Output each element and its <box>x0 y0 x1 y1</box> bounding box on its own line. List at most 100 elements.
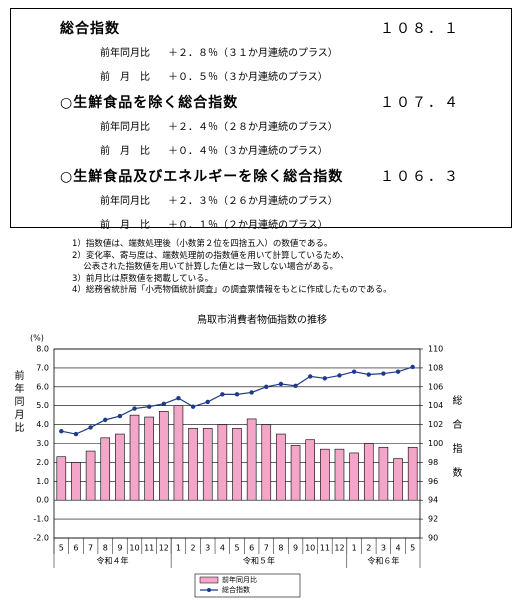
legend-label: 総合指数 <box>222 585 250 594</box>
summary-box <box>10 8 512 228</box>
line-marker <box>395 369 401 374</box>
y2-tick-label: 100 <box>428 439 443 448</box>
y-tick-label: -2.0 <box>33 534 49 543</box>
line-marker <box>278 381 284 387</box>
x-tick-label: 3 <box>381 544 386 553</box>
bar <box>290 445 301 501</box>
x-tick-label: 4 <box>395 544 400 553</box>
bar <box>159 411 169 501</box>
x-tick-label: 9 <box>117 544 122 553</box>
y-tick-label: 5.0 <box>36 401 49 410</box>
note: 3）前月比は原数値を掲載している。 <box>72 273 214 284</box>
bar <box>320 448 330 501</box>
bar <box>202 428 213 501</box>
y2-tick-label: 102 <box>428 420 443 429</box>
y-tick-label: 0.0 <box>36 496 49 505</box>
bar <box>85 450 96 501</box>
line-marker <box>88 425 93 430</box>
row-text: ＋０．４％（３か月連続のプラス） <box>168 146 328 157</box>
y-tick-label: -1.0 <box>33 515 49 524</box>
line-marker <box>59 429 64 434</box>
line-marker <box>381 371 386 376</box>
row-text: ＋０．１％（２か月連続のプラス） <box>168 220 328 231</box>
x-tick-label: 2 <box>366 544 371 553</box>
legend-box <box>194 573 301 598</box>
bar <box>246 418 257 501</box>
y2-tick-label: 92 <box>428 515 438 524</box>
row-text: ＋２．４％（２８か月連続のプラス） <box>168 122 338 133</box>
x-tick-label: 1 <box>352 544 357 553</box>
summary-value: １０７．４ <box>380 95 460 111</box>
line-marker <box>73 431 79 437</box>
x-tick-label: 8 <box>278 544 283 553</box>
y2-tick-label: 106 <box>428 382 443 391</box>
bar <box>56 456 67 501</box>
row-label: 前年同月比 <box>100 196 150 207</box>
y-tick-label: 7.0 <box>36 363 49 372</box>
bar <box>173 405 184 501</box>
x-tick-label: 5 <box>410 544 415 553</box>
summary-label: 総合指数 <box>60 21 120 37</box>
line-marker <box>190 404 196 409</box>
y2-tick-label: 98 <box>428 458 438 467</box>
line-marker <box>117 413 123 419</box>
y-tick-label: 1.0 <box>36 477 49 486</box>
x-tick-label: 4 <box>220 544 225 553</box>
x-tick-label: 2 <box>191 544 196 553</box>
y2-tick-label: 104 <box>428 401 443 410</box>
bar <box>217 424 228 501</box>
summary-label: ○生鮮食品及びエネルギーを除く総合指数 <box>60 169 344 185</box>
plot-border <box>53 348 421 539</box>
x-tick-label: 12 <box>159 544 169 553</box>
y-tick-label: 3.0 <box>36 439 49 448</box>
bar <box>188 428 198 501</box>
row-label: 前 月 比 <box>100 72 150 83</box>
x-tick-label: 11 <box>320 544 330 553</box>
bar <box>393 458 403 501</box>
y-tick-label: 4.0 <box>36 420 49 429</box>
x-tick-label: 8 <box>103 544 108 553</box>
note: 4）総務省統計局「小売物価統計調査」の調査票情報をもとに作成したものである。 <box>72 285 392 295</box>
line-marker <box>161 401 166 407</box>
row-label: 前 月 比 <box>100 146 150 157</box>
note: 2）変化率、寄与度は、端数処理前の指数値を用いて計算しているため、 <box>72 250 349 261</box>
y2-tick-label: 90 <box>428 534 438 543</box>
x-tick-label: 10 <box>305 544 315 553</box>
x-tick-label: 7 <box>88 544 93 553</box>
summary-label: ○生鮮食品を除く総合指数 <box>60 95 239 111</box>
x-tick-label: 6 <box>249 544 254 553</box>
x-tick-label: 5 <box>234 544 239 553</box>
row-label: 前年同月比 <box>100 122 150 133</box>
row-text: ＋０．５％（３か月連続のプラス） <box>168 72 328 83</box>
x-tick-label: 3 <box>205 544 210 553</box>
line-marker <box>249 390 254 395</box>
line <box>61 366 413 435</box>
bar <box>305 439 316 501</box>
chart-title: 鳥取市消費者物価指数の推移 <box>197 313 327 326</box>
y2-tick-label: 110 <box>428 345 443 354</box>
line-marker <box>322 376 328 381</box>
x-tick-label: 10 <box>129 544 139 553</box>
line-marker <box>410 364 415 370</box>
y-unit: (%) <box>30 334 44 343</box>
year-label: 令和４年 <box>97 556 129 566</box>
bar <box>115 433 125 501</box>
y2-tick-label: 108 <box>428 363 443 372</box>
line-marker <box>146 404 152 409</box>
line-marker <box>176 395 181 401</box>
line-marker <box>205 399 210 405</box>
bar <box>334 448 345 501</box>
y-tick-label: 6.0 <box>36 382 49 391</box>
row-label: 前年同月比 <box>100 48 150 59</box>
x-tick-label: 6 <box>73 544 78 553</box>
line-marker <box>234 392 240 397</box>
bar <box>71 462 81 501</box>
x-tick-label: 11 <box>144 544 154 553</box>
x-tick-label: 7 <box>264 544 269 553</box>
y-axis-label: 前年同月比 <box>12 369 24 435</box>
legend-label: 前年同月比 <box>222 575 257 584</box>
line-marker <box>308 374 313 379</box>
line-marker <box>293 383 298 389</box>
